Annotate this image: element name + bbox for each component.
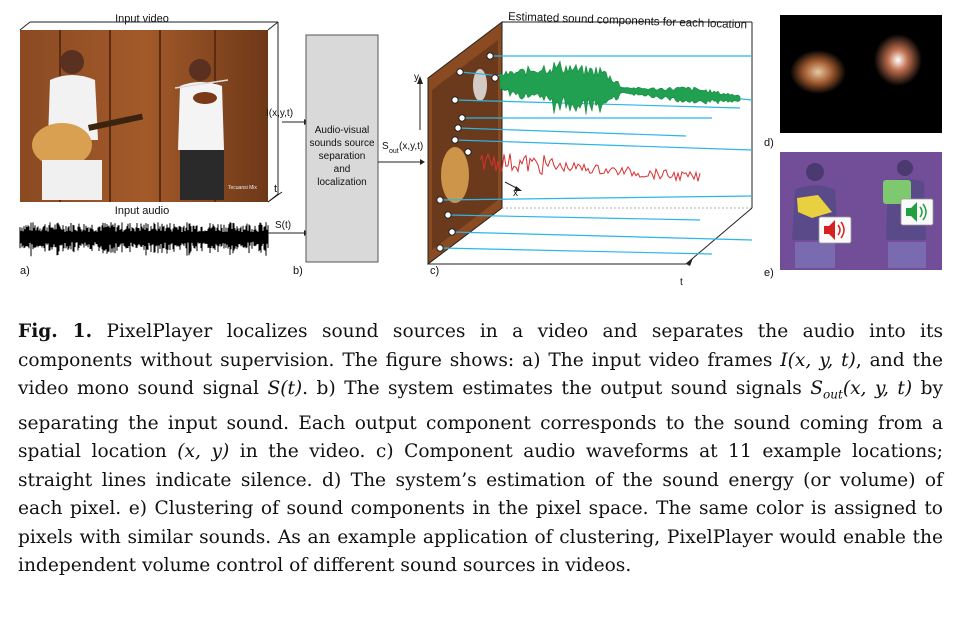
location-markers: [436, 52, 499, 252]
caption-part-1: PixelPlayer localizes sound sources in a…: [18, 321, 944, 371]
location-marker: [486, 52, 494, 60]
silent-component-line: [439, 247, 713, 255]
svg-text:Tecuansi Mix: Tecuansi Mix: [228, 185, 257, 191]
box-line-2: sounds source: [309, 138, 374, 149]
arrow-b-to-c: S out (x,y,t): [378, 141, 425, 165]
location-marker: [491, 74, 499, 82]
separation-box: [305, 34, 379, 263]
green-sound-component: [499, 60, 741, 115]
video-signal-label: I(x,y,t): [266, 108, 293, 119]
silent-component-line: [451, 231, 753, 241]
panel-e: e): [764, 152, 942, 279]
panel-b-label: b): [293, 265, 303, 277]
t-axis-label: t: [680, 277, 683, 288]
math-output-sub: out: [823, 387, 843, 402]
yellow-cluster: [797, 195, 832, 218]
green-cluster: [883, 180, 911, 204]
panel-d-label: d): [764, 137, 774, 149]
box-line-1: Audio-visual: [315, 125, 369, 136]
input-video-title: Input video: [115, 13, 169, 25]
location-marker: [464, 148, 472, 156]
location-marker: [456, 68, 464, 76]
panel-a-label: a): [20, 265, 30, 277]
input-audio-waveform: [19, 222, 269, 257]
red-sound-component: [479, 152, 701, 183]
panel-e-label: e): [764, 267, 774, 279]
silent-component-line: [454, 139, 753, 151]
panel-c-label: c): [430, 265, 439, 277]
speaker-icon-green[interactable]: [900, 198, 934, 226]
panel-c-title: Estimated sound components for each loca…: [508, 11, 747, 31]
math-video-frames: I(x, y, t): [780, 349, 856, 371]
panel-d: d): [764, 15, 942, 149]
caption-part-2: , and the video mono sound signal: [18, 349, 943, 400]
box-line-5: localization: [317, 177, 366, 188]
arrows-a-to-b: I(x,y,t) S(t): [266, 108, 309, 236]
location-marker: [436, 244, 444, 252]
location-marker: [448, 228, 456, 236]
panel-c: y x t Estimated sound components for eac…: [414, 11, 753, 288]
out-signal-sub: out: [389, 148, 399, 155]
location-marker: [451, 96, 459, 104]
figure-caption: Fig. 1. PixelPlayer localizes sound sour…: [18, 318, 943, 581]
location-marker: [444, 211, 452, 219]
audio-signal-label: S(t): [275, 220, 291, 231]
location-marker: [451, 136, 459, 144]
input-audio-title: Input audio: [115, 205, 169, 217]
math-location: (x, y): [177, 441, 230, 463]
caption-part-5: in the video. c) Component audio wavefor…: [18, 441, 943, 577]
location-marker: [436, 196, 444, 204]
silent-component-line: [439, 195, 753, 201]
speaker-icon-red[interactable]: [818, 216, 852, 244]
panel-b: Audio-visual sounds source separation an…: [293, 34, 379, 277]
fig-label: Fig. 1.: [18, 321, 93, 342]
out-signal-args: (x,y,t): [399, 141, 423, 152]
caption-part-4: by separating the input sound. Each outp…: [18, 378, 943, 463]
panel-a: Input video Tecuansi Mi: [19, 13, 283, 277]
math-output-main: S: [810, 378, 824, 400]
location-marker: [458, 114, 466, 122]
y-axis-label: y: [414, 72, 419, 83]
silent-component-line: [457, 127, 687, 137]
math-mono-signal: S(t): [267, 378, 303, 400]
t-axis-label-a: t: [274, 183, 277, 195]
pixelplayer-figure: Input video Tecuansi Mi: [19, 11, 942, 288]
silent-component-line: [447, 214, 701, 221]
input-video-frames: Tecuansi Mix: [19, 21, 279, 203]
out-signal-main: S: [382, 141, 389, 152]
box-line-3: separation: [319, 151, 366, 162]
x-axis-label: x: [513, 188, 518, 199]
math-output-args: (x, y, t): [842, 378, 913, 400]
caption-part-3: . b) The system estimates the output sou…: [302, 378, 811, 400]
box-line-4: and: [334, 164, 351, 175]
location-marker: [454, 124, 462, 132]
